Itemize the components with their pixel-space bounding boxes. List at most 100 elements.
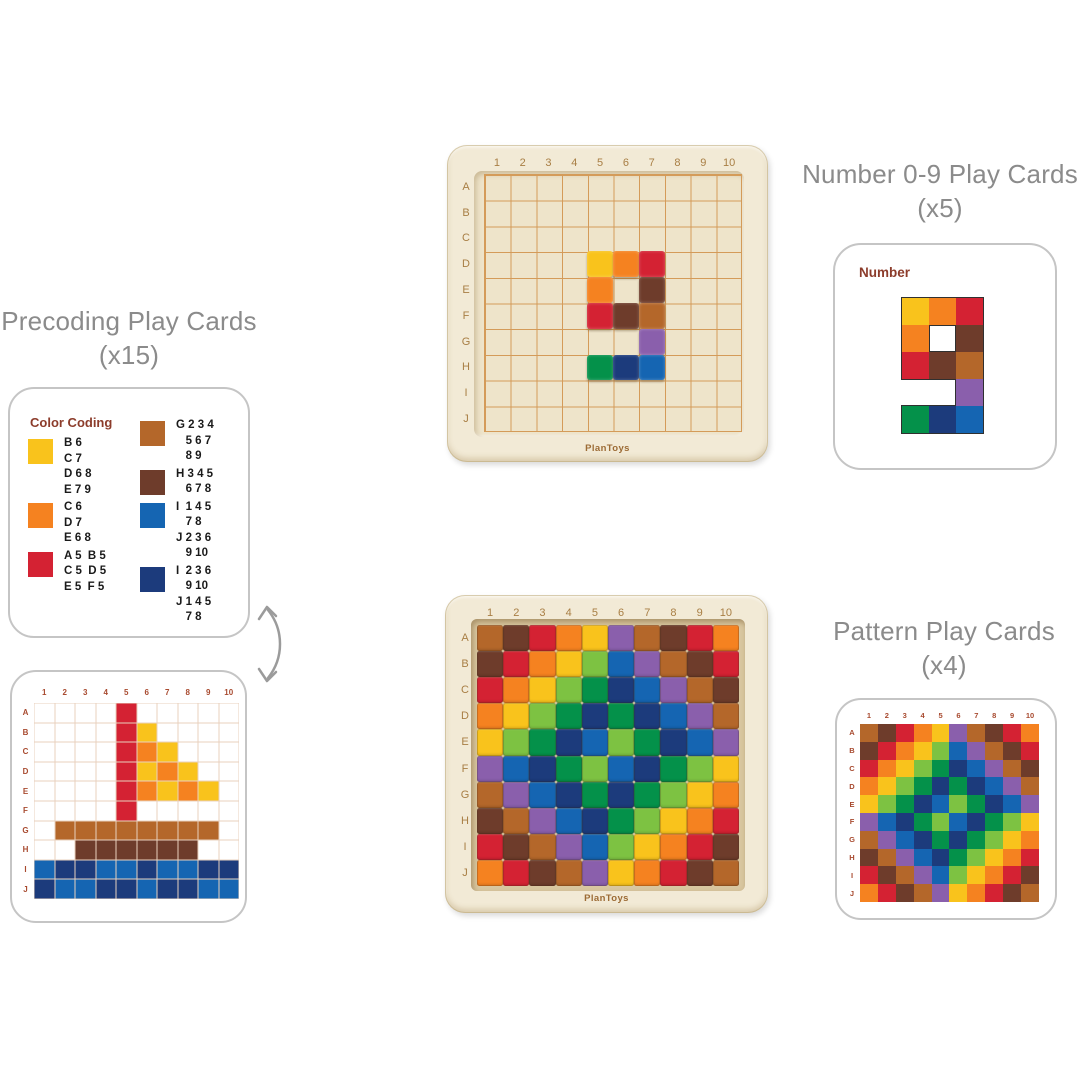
grid-cell-empty bbox=[536, 251, 562, 277]
grid-cell-db bbox=[136, 840, 157, 860]
grid-label: 10 bbox=[722, 157, 736, 169]
grid-cell-empty bbox=[198, 762, 219, 782]
grid-label: 8 bbox=[674, 157, 681, 169]
grid-cell-dg bbox=[587, 354, 613, 381]
color-coding-entry: I 1 4 5 7 8 J 2 3 6 9 10 bbox=[140, 500, 248, 562]
grid-cell-empty bbox=[34, 703, 55, 723]
grid-cell-nv bbox=[218, 859, 239, 880]
grid-cell-lg bbox=[503, 729, 530, 756]
grid-cell-empty bbox=[690, 200, 716, 226]
grid-cell-nv bbox=[34, 879, 55, 899]
grid-cell-br bbox=[956, 352, 983, 379]
grid-cell-bl bbox=[581, 729, 608, 756]
grid-cell-db bbox=[895, 884, 914, 902]
grid-cell-br bbox=[1003, 759, 1022, 778]
grid-cell-dg bbox=[581, 781, 608, 808]
grid-cell-or bbox=[877, 759, 896, 778]
grid-cell-br bbox=[967, 724, 986, 742]
grid-cell-db bbox=[686, 859, 713, 886]
grid-cell-nv bbox=[75, 859, 96, 880]
grid-cell-empty bbox=[75, 781, 96, 801]
grid-label: E bbox=[849, 799, 855, 809]
grid-cell-lg bbox=[949, 795, 968, 813]
grid-cell-br bbox=[477, 781, 504, 808]
grid-cell-nv bbox=[116, 879, 137, 899]
grid-cell-pu bbox=[634, 651, 661, 678]
grid-cell-empty bbox=[561, 251, 587, 277]
grid-cell-pu bbox=[1021, 795, 1039, 813]
coding-line: G 2 3 4 bbox=[176, 419, 214, 431]
coding-lines: I 1 4 5 7 8 J 2 3 6 9 10 bbox=[176, 500, 211, 562]
grid-cell-ye bbox=[503, 703, 530, 730]
grid-cell-db bbox=[712, 833, 739, 860]
grid-label: 6 bbox=[618, 607, 625, 619]
grid-cell-lg bbox=[529, 703, 556, 730]
grid-cell-empty bbox=[665, 226, 691, 252]
grid-cell-nv bbox=[634, 703, 661, 730]
grid-label: A bbox=[462, 180, 470, 193]
grid-cell-empty bbox=[561, 406, 587, 432]
grid-cell-bl bbox=[956, 406, 983, 433]
grid-cell-db bbox=[503, 833, 530, 860]
grid-cell-empty bbox=[96, 781, 117, 801]
grid-cell-ye bbox=[634, 833, 661, 860]
coding-line: J 2 3 6 bbox=[176, 531, 212, 544]
grid-cell-re bbox=[686, 625, 713, 652]
grid-cell-empty bbox=[613, 200, 639, 226]
grid-cell-empty bbox=[665, 406, 691, 432]
grid-cell-or bbox=[136, 781, 157, 801]
grid-cell-ye bbox=[660, 807, 687, 834]
grid-cell-empty bbox=[178, 742, 199, 762]
grid-label: 7 bbox=[974, 711, 979, 720]
grid-cell-db bbox=[477, 651, 504, 678]
grid-cell-pu bbox=[503, 781, 530, 808]
grid-cell-or bbox=[612, 251, 639, 278]
grid-cell-empty bbox=[178, 723, 199, 743]
grid-cell-br bbox=[136, 820, 157, 841]
grid-cell-db bbox=[877, 866, 896, 885]
grid-cell-ye bbox=[587, 251, 613, 278]
grid-cell-or bbox=[686, 807, 713, 834]
grid-cell-empty bbox=[510, 329, 536, 355]
grid-label: H bbox=[22, 845, 29, 855]
grid-cell-ye bbox=[157, 742, 178, 762]
grid-cell-re bbox=[587, 302, 613, 329]
grid-cell-nv bbox=[949, 759, 968, 778]
grid-cell-empty bbox=[34, 723, 55, 743]
grid-cell-empty bbox=[137, 801, 158, 821]
grid-cell-empty bbox=[561, 329, 587, 355]
grid-cell-bl bbox=[503, 755, 530, 782]
grid-cell-db bbox=[860, 848, 878, 867]
grid-cell-lg bbox=[931, 741, 950, 760]
grid-cell-bl bbox=[634, 677, 661, 704]
color-coding-entry: G 2 3 4 5 6 7 8 9 bbox=[140, 419, 248, 465]
grid-cell-dg bbox=[581, 677, 608, 704]
grid-cell-or bbox=[860, 884, 878, 902]
grid-cell-br bbox=[177, 820, 198, 841]
grid-cell-br bbox=[712, 703, 739, 730]
grid-cell-empty bbox=[55, 801, 76, 821]
grid-cell-bl bbox=[949, 741, 968, 760]
grid-cell-dg bbox=[555, 755, 582, 782]
grid-cell-empty bbox=[665, 200, 691, 226]
grid-cell-empty bbox=[198, 742, 219, 762]
grid-label: J bbox=[23, 884, 28, 894]
grid-cell-or bbox=[555, 625, 582, 652]
grid-label: 1 bbox=[493, 157, 500, 169]
grid-label: 2 bbox=[62, 687, 67, 697]
grid-cell-nv bbox=[136, 859, 157, 880]
sailboat-grid bbox=[34, 703, 239, 899]
coding-line: C 6 bbox=[64, 501, 82, 513]
grid-cell-or bbox=[860, 777, 878, 796]
coding-line: 7 8 bbox=[176, 611, 202, 623]
grid-cell-nv bbox=[913, 830, 932, 849]
grid-cell-br bbox=[860, 724, 878, 742]
grid-cell-or bbox=[157, 761, 178, 782]
grid-label: 9 bbox=[700, 157, 707, 169]
precoding-title: Precoding Play Cards (x15) bbox=[0, 304, 264, 372]
grid-label: D bbox=[461, 710, 469, 723]
